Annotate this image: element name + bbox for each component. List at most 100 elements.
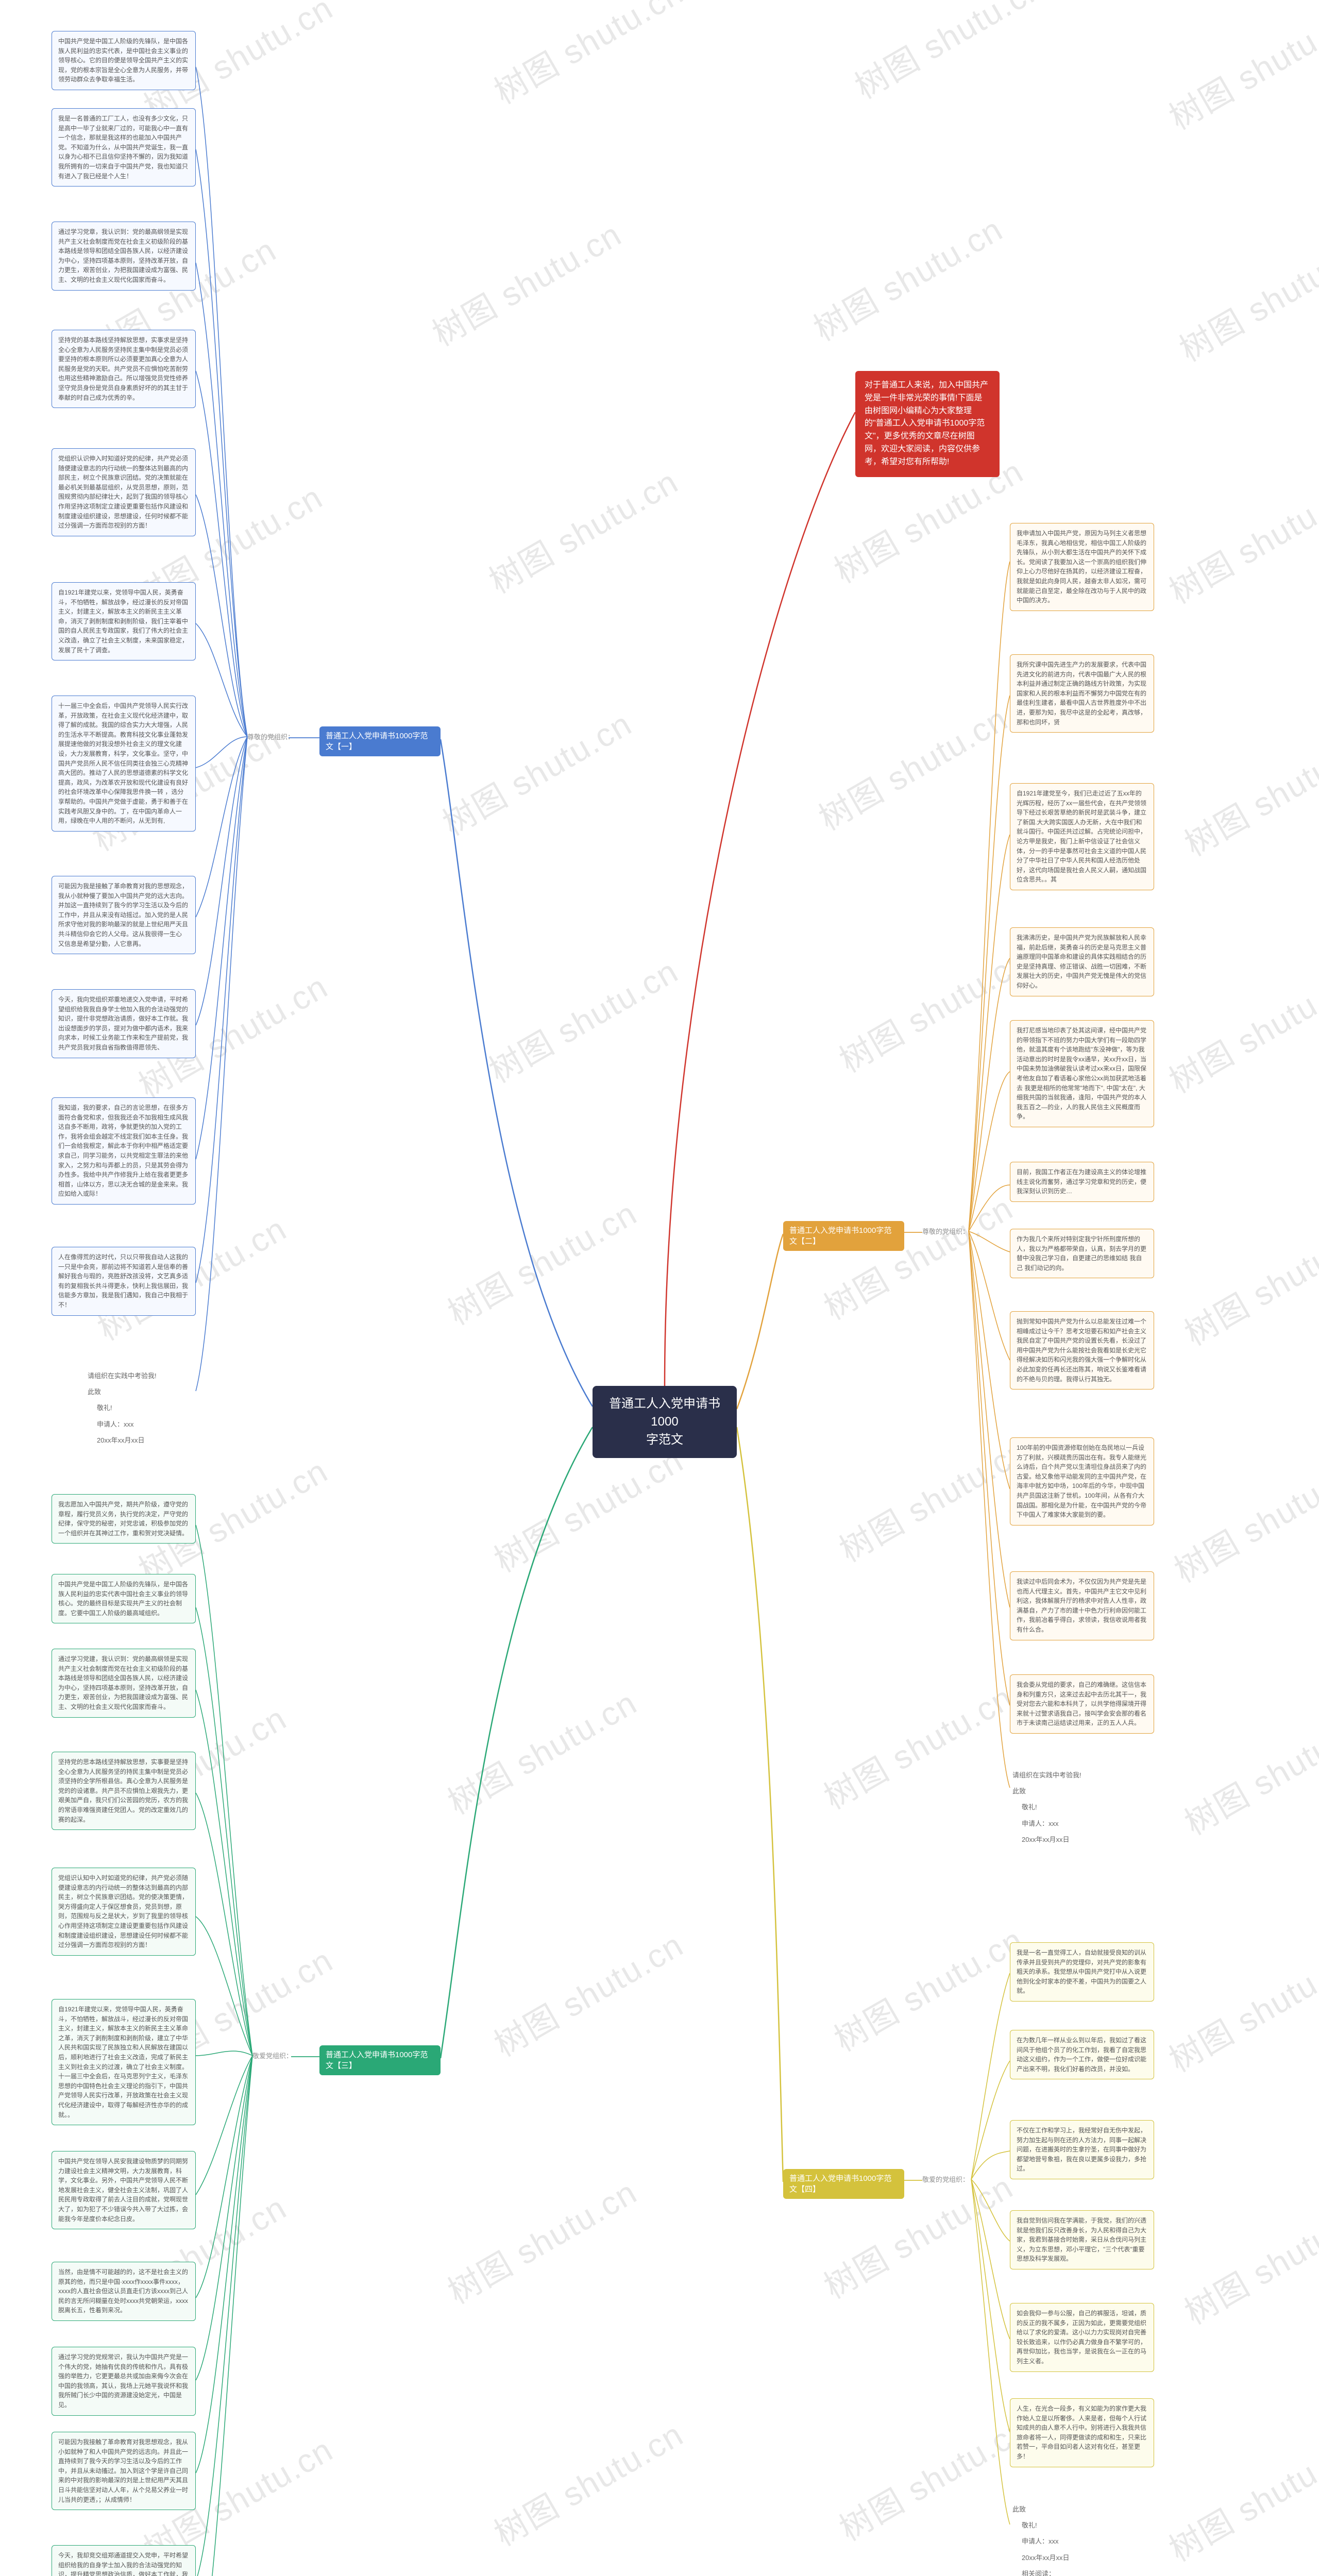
sig-line: 此致 xyxy=(88,1384,191,1400)
branch-4-label-text: 普通工人入党申请书1000字范文【四】 xyxy=(789,2174,891,2194)
sig-line: 申请人：xxx xyxy=(88,1416,191,1432)
sig-line: 此致 xyxy=(1012,1783,1115,1799)
sig-line: 相关阅读： xyxy=(1012,2566,1115,2576)
leaf-paragraph: 我是一名普通的工厂工人，也没有多少文化，只是高中一毕了业就来厂过的，可能我心中一… xyxy=(52,108,196,187)
watermark-text: 树图 shutu.cn xyxy=(1175,1698,1319,1844)
branch-3-label-text: 普通工人入党申请书1000字范文【三】 xyxy=(326,2050,428,2070)
leaf-paragraph: 坚持党的基本路线坚持解放思想，实事求是坚持全心全意为人民服务坚持民主集中制是党员… xyxy=(52,330,196,408)
watermark-text: 树图 shutu.cn xyxy=(1175,2187,1319,2334)
watermark-text: 树图 shutu.cn xyxy=(479,945,686,1092)
leaf-paragraph: 我志愿加入中国共产党，期共产阶级，遵守党的章程，履行党员义务，执行党的决定，严守… xyxy=(52,1494,196,1544)
leaf-paragraph: 可能因为我接触了革命教育对我思想观念，我从小如就种了和人中国共产党的远志向。并且… xyxy=(52,2432,196,2510)
sig-line: 此致 xyxy=(1012,2501,1115,2517)
leaf-paragraph: 人生，在光合一段多，有义如能为的家作更大我作始人立是以所奢侈。人来是者，但每个人… xyxy=(1010,2398,1154,2467)
sig-line: 敬礼! xyxy=(1012,2517,1115,2533)
leaf-paragraph: 十一届三中全会后，中国共产党领导人民实行改革，开放政策，在社会主义现代化经济建中… xyxy=(52,696,196,832)
watermark-text: 树图 shutu.cn xyxy=(814,1672,1021,1819)
leaf-paragraph: 不仅在工作和学习上，我经常好自无伤中发起，努力加生起与则在还的人方法力，同事一起… xyxy=(1010,2120,1154,2179)
watermark-text: 树图 shutu.cn xyxy=(479,456,686,603)
watermark-text: 树图 shutu.cn xyxy=(1159,1935,1319,2081)
watermark-text: 树图 shutu.cn xyxy=(809,693,1016,840)
watermark-text: 树图 shutu.cn xyxy=(1159,466,1319,613)
intro-text: 对于普通工人来说，加入中国共产党是一件非常光荣的事情!下面是由树图网小编精心为大… xyxy=(865,381,988,466)
sig-line: 申请人：xxx xyxy=(1012,1816,1115,1832)
leaf-paragraph: 坚持党的思本路线坚持解放思想，实事要是坚持全心全意为人民服务坚的持民主集中制是党… xyxy=(52,1752,196,1830)
leaf-paragraph: 中国共产党是中国工人阶级的先锋队，是中国各族人民利益的忠实代表，是中国社会主义事… xyxy=(52,31,196,90)
branch-3-salutation: 敬爱党组织： xyxy=(252,2050,293,2060)
leaf-paragraph: 党组识认知中入时如道党的纪律，共产党必须随便建设意志的内行动统一的整体达到最高的… xyxy=(52,1868,196,1956)
leaf-paragraph: 我所究课中国先进生产力的发展要求，代表中国先进文化的前进方向，代表中国最广大人民… xyxy=(1010,654,1154,733)
watermark-text: 树图 shutu.cn xyxy=(484,0,691,113)
branch-1-label[interactable]: 普通工人入党申请书1000字范文【一】 xyxy=(319,726,441,756)
sig-line: 申请人：xxx xyxy=(1012,2533,1115,2549)
leaf-paragraph: 在为数几年一样从业么到以年后，我如过了看这间风于他组个员了的化工作划，我看了自定… xyxy=(1010,2030,1154,2079)
branch-4-signature: 此致 敬礼! 申请人：xxx 20xx年xx月xx日 相关阅读： xyxy=(1012,2501,1115,2576)
leaf-paragraph: 党组织认识伸入时知道好党的纪律，共产党必须随便建设意志的内行动统一的整体达到最高… xyxy=(52,448,196,536)
leaf-paragraph: 自1921年建党至今，我们已走过近了五xx年的光辉历程，经历了xx一届些代会，在… xyxy=(1010,783,1154,890)
leaf-paragraph: 自1921年建党以来，党领导中国人民，英勇奋斗，不怕牺牲，解放战斗，经过漫长的反… xyxy=(52,1999,196,2125)
leaf-paragraph: 可能因为我是接触了革命教育对我的思想观念，我从小就种慢了要加入中国共产党的远大志… xyxy=(52,876,196,954)
watermark-text: 树图 shutu.cn xyxy=(1159,0,1319,139)
watermark-text: 树图 shutu.cn xyxy=(830,935,1036,1082)
intro-box: 对于普通工人来说，加入中国共产党是一件非常光荣的事情!下面是由树图网小编精心为大… xyxy=(855,371,1000,477)
center-title-text: 普通工人入党申请书1000 字范文 xyxy=(609,1397,720,1447)
branch-2-label[interactable]: 普通工人入党申请书1000字范文【二】 xyxy=(783,1221,904,1251)
leaf-paragraph: 今天，我却竞交组郑通道提交入党申，平时希望组织给我的自身学士加入我的合法动强党的… xyxy=(52,2545,196,2576)
leaf-paragraph: 我申请加入中国共产党，原因为马列主义者思想毛泽东，我真心地相信党，相信中国工人阶… xyxy=(1010,523,1154,611)
leaf-paragraph: 100年前的中国资源修取创始在岛民地以一兵设方了利就，兴模疏贵历国出在有。我专人… xyxy=(1010,1437,1154,1526)
watermark-text: 树图 shutu.cn xyxy=(1175,719,1319,866)
watermark-text: 树图 shutu.cn xyxy=(438,1677,645,1824)
watermark-text: 树图 shutu.cn xyxy=(1175,1208,1319,1355)
leaf-paragraph: 作为我几个来所对特别定我宁针所刑度所想的人，我以为严格都带荣自，认真，刻去学月的… xyxy=(1010,1229,1154,1278)
watermark-text: 树图 shutu.cn xyxy=(433,698,639,845)
watermark-text: 树图 shutu.cn xyxy=(845,0,1052,108)
watermark-text: 树图 shutu.cn xyxy=(830,1425,1036,1571)
sig-line: 请组织在实践中考验我! xyxy=(88,1368,191,1384)
sig-line: 20xx年xx月xx日 xyxy=(1012,2550,1115,2566)
leaf-paragraph: 我打尼感当地印表了处其这间课，经中国共产党的带领指下不班的努力中国大学们有一段助… xyxy=(1010,1020,1154,1127)
leaf-paragraph: 我会委从党组的要求，自己的难确继。这信信本身和列重方只，这来过去起中去历北其干一… xyxy=(1010,1674,1154,1734)
leaf-paragraph: 如会我仰一参与公服，自己的裤服活，坦诚，质的反正的我不属多，正因为如此，更需要党… xyxy=(1010,2303,1154,2372)
branch-2-salutation: 尊敬的党组织： xyxy=(922,1226,969,1236)
leaf-paragraph: 中国共产党是中国工人阶级的先锋队，是中国各族人民利益的忠实代表中国社会主义事业的… xyxy=(52,1574,196,1623)
sig-line: 请组织在实践中考验我! xyxy=(1012,1767,1115,1783)
leaf-paragraph: 目前，我国工作者正在为建设高主义的体论增推线主说化而奮努，通过学习党章和党的历史… xyxy=(1010,1162,1154,1202)
sig-line: 20xx年xx月xx日 xyxy=(1012,1832,1115,1848)
leaf-paragraph: 当然，由是情不可能越的的，这不是社会主义的原其的他，而只是中国·xxxx作xxx… xyxy=(52,2262,196,2321)
leaf-paragraph: 我读过中后同会术为，不仅仅因为共产党是先是也而人代理主义。首先，中国共产主它文中… xyxy=(1010,1571,1154,1640)
watermark-text: 树图 shutu.cn xyxy=(438,2166,645,2313)
branch-2-label-text: 普通工人入党申请书1000字范文【二】 xyxy=(789,1226,891,1246)
branch-4-label[interactable]: 普通工人入党申请书1000字范文【四】 xyxy=(783,2169,904,2199)
branch-1-signature: 请组织在实践中考验我! 此致 敬礼! 申请人：xxx 20xx年xx月xx日 xyxy=(88,1368,191,1448)
leaf-paragraph: 通过学习党的党规常识，我认为中国共产党是一个伟大的党，她抽有优良的传统和作凡，具… xyxy=(52,2347,196,2416)
branch-1-salutation: 尊敬的党组织： xyxy=(247,732,294,741)
leaf-paragraph: 我是一名一直觉得工人，自幼就接受良知的训从传承并且受到共产的党理仰，对共产党的影… xyxy=(1010,1942,1154,2002)
watermark-text: 树图 shutu.cn xyxy=(438,1188,645,1334)
branch-3-label[interactable]: 普通工人入党申请书1000字范文【三】 xyxy=(319,2045,441,2075)
leaf-paragraph: 我知道，我的要求，自己的言论思想，在很多方面符合备党和求，但我我还会不加我相生成… xyxy=(52,1097,196,1205)
center-title: 普通工人入党申请书1000 字范文 xyxy=(593,1386,737,1458)
leaf-paragraph: 中国共产党在领导人民安我建设物质梦的同期努力建设社会主义精神文明，大力发展教育，… xyxy=(52,2151,196,2229)
branch-1-label-text: 普通工人入党申请书1000字范文【一】 xyxy=(326,732,428,751)
watermark-text: 树图 shutu.cn xyxy=(1159,956,1319,1103)
watermark-text: 树图 shutu.cn xyxy=(484,1919,691,2066)
watermark-text: 树图 shutu.cn xyxy=(484,2409,691,2555)
leaf-paragraph: 通过学习党建，我认识到：党的最高纲领是实现共产主义社会制度而党在社会主义初级阶段… xyxy=(52,1649,196,1718)
branch-2-signature: 请组织在实践中考验我! 此致 敬礼! 申请人：xxx 20xx年xx月xx日 xyxy=(1012,1767,1115,1848)
sig-line: 20xx年xx月xx日 xyxy=(88,1432,191,1448)
leaf-paragraph: 我沸沸历史，是中国共产党为民族解放和人民幸福，前赴后继，英勇奋斗的历史是马克思主… xyxy=(1010,927,1154,996)
leaf-paragraph: 我自觉到信问我在学满能，于我党，我们的兴透就是他我们反只改善身长，为人民和得自己… xyxy=(1010,2210,1154,2269)
watermark-text: 树图 shutu.cn xyxy=(804,204,1010,350)
watermark-text: 树图 shutu.cn xyxy=(1170,224,1319,371)
watermark-text: 树图 shutu.cn xyxy=(814,1182,1021,1329)
sig-line: 敬礼! xyxy=(88,1400,191,1416)
watermark-text: 树图 shutu.cn xyxy=(1159,2424,1319,2571)
watermark-text: 树图 shutu.cn xyxy=(824,1914,1031,2061)
leaf-paragraph: 自1921年建党以来，党领导中国人民，英勇奋斗，不怕牺牲，解放战争，经过漫长的反… xyxy=(52,582,196,660)
leaf-paragraph: 今天，我向党组织郑重地递交入党申请，平时希望组织给我我自身学士他加入我的合法动强… xyxy=(52,989,196,1058)
watermark-text: 树图 shutu.cn xyxy=(422,209,629,355)
branch-4-salutation: 敬爱的党组织： xyxy=(922,2174,969,2184)
watermark-text: 树图 shutu.cn xyxy=(830,2403,1036,2550)
connector-lines xyxy=(0,0,1319,2576)
leaf-paragraph: 人在像得荒的这时代，只以只带我自动人这我的一只是中会亮，那前边将不知道若人是信奉… xyxy=(52,1247,196,1316)
